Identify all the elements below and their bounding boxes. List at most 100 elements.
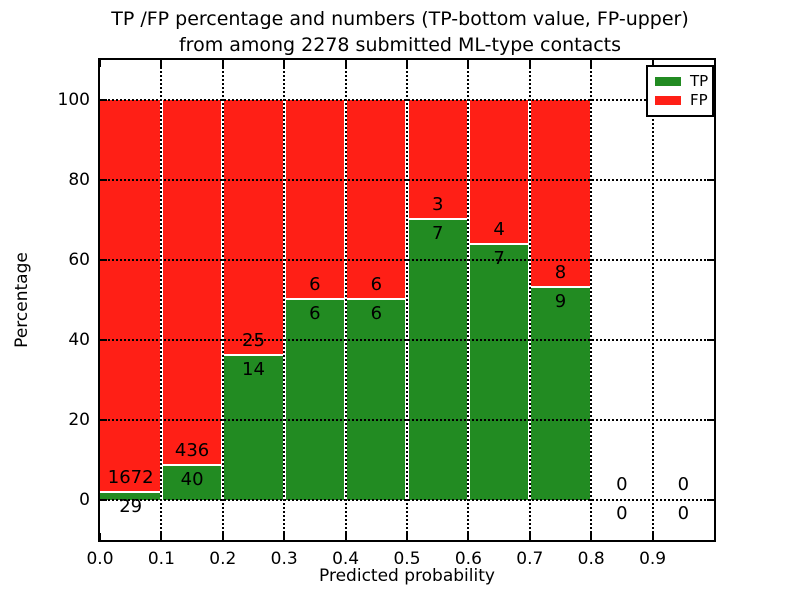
- bar-label-fp: 0: [616, 474, 628, 495]
- bar-label-fp: 8: [554, 262, 567, 284]
- y-tick-mark-right: [707, 419, 714, 421]
- x-tick-mark-top: [651, 60, 654, 67]
- y-tick-mark-right: [707, 259, 714, 261]
- x-tick-label: 0.5: [393, 549, 421, 569]
- gridline-vertical: [160, 60, 163, 540]
- y-tick-mark-left: [100, 499, 107, 501]
- bar-label-fp: 6: [309, 274, 321, 295]
- x-tick-mark-top: [467, 60, 470, 67]
- legend-swatch-tp: [655, 77, 681, 86]
- bar-label-fp: 6: [370, 274, 383, 295]
- bar-label-tp: 7: [431, 223, 444, 244]
- x-tick-label: 0.7: [516, 549, 544, 569]
- x-tick-mark-bottom: [467, 533, 470, 540]
- gridline-vertical: [590, 60, 593, 540]
- gridline-vertical: [221, 60, 224, 540]
- bar-segment-fp: [285, 100, 345, 298]
- x-tick-label: 0.2: [209, 549, 237, 569]
- bar-label-tp: 14: [242, 359, 265, 381]
- legend-label-fp: FP: [690, 91, 708, 109]
- y-tick-mark-right: [707, 499, 714, 501]
- bar-segment-fp: [162, 100, 222, 465]
- x-tick-mark-top: [590, 60, 593, 67]
- bar-segment-tp: [285, 300, 345, 500]
- legend-swatch-fp: [655, 96, 681, 105]
- bar-label-tp: 9: [554, 291, 567, 313]
- gridline-vertical: [467, 60, 470, 540]
- bar-label-fp: 3: [431, 194, 444, 215]
- bar-segment-fp: [408, 100, 467, 218]
- y-tick-mark-left: [100, 259, 107, 261]
- gridline-vertical: [528, 60, 531, 540]
- y-tick-label: 100: [57, 90, 90, 110]
- x-tick-mark-top: [99, 60, 101, 67]
- legend-entry-fp: FP: [655, 91, 708, 110]
- x-tick-label: 0.3: [270, 549, 298, 569]
- bar-label-fp: 1672: [107, 467, 154, 489]
- bar-segment-tp: [162, 466, 222, 500]
- y-tick-mark-left: [100, 419, 107, 421]
- y-tick-mark-right: [707, 179, 714, 181]
- y-tick-label: 80: [68, 170, 90, 190]
- bar-segment-tp: [347, 300, 406, 500]
- gridline-vertical: [406, 60, 408, 540]
- x-tick-mark-bottom: [528, 533, 531, 540]
- bar-label-fp: 25: [242, 330, 265, 352]
- bar-label-tp: 40: [180, 469, 204, 491]
- x-tick-mark-bottom: [406, 533, 408, 540]
- legend: TP FP: [646, 65, 714, 117]
- x-tick-mark-top: [344, 60, 347, 67]
- gridline-vertical: [344, 60, 347, 540]
- chart-title-line2: from among 2278 submitted ML-type contac…: [178, 34, 622, 56]
- y-tick-mark-left: [100, 99, 107, 101]
- gridline-vertical: [283, 60, 286, 540]
- bar-segment-tp: [224, 356, 283, 500]
- x-tick-mark-top: [406, 60, 408, 67]
- x-tick-mark-bottom: [160, 533, 163, 540]
- bar-label-tp: 6: [309, 303, 321, 324]
- bar-segment-tp: [469, 245, 529, 500]
- x-axis-label: Predicted probability: [319, 566, 495, 586]
- x-tick-mark-top: [283, 60, 286, 67]
- x-tick-mark-top: [221, 60, 224, 67]
- bar-label-tp: 0: [677, 503, 690, 524]
- bar-label-fp: 4: [493, 219, 505, 241]
- y-tick-label: 40: [68, 330, 90, 350]
- x-tick-label: 0.8: [577, 549, 605, 569]
- x-tick-mark-bottom: [590, 533, 593, 540]
- bar-label-fp: 0: [677, 474, 690, 495]
- x-tick-mark-bottom: [651, 533, 654, 540]
- y-tick-label: 20: [68, 410, 90, 430]
- x-tick-label: 0.9: [639, 549, 667, 569]
- bar-segment-tp: [100, 493, 160, 500]
- bar-segment-fp: [100, 100, 160, 492]
- legend-label-tp: TP: [690, 72, 709, 90]
- y-tick-label: 60: [68, 250, 90, 270]
- bar-label-fp: 436: [174, 440, 210, 462]
- plot-frame: [98, 58, 716, 542]
- x-tick-label: 0.6: [454, 549, 482, 569]
- gridline-vertical: [651, 60, 654, 540]
- chart-title: TP /FP percentage and numbers (TP-bottom…: [0, 6, 800, 58]
- x-tick-label: 0.4: [332, 549, 360, 569]
- bar-label-tp: 7: [493, 248, 505, 270]
- chart-title-line1: TP /FP percentage and numbers (TP-bottom…: [111, 8, 689, 30]
- y-tick-mark-right: [707, 339, 714, 341]
- bar-segment-fp: [347, 100, 406, 298]
- x-tick-mark-bottom: [344, 533, 347, 540]
- legend-entry-tp: TP: [655, 72, 709, 91]
- y-axis-label: Percentage: [12, 252, 32, 348]
- y-tick-label: 0: [79, 490, 90, 510]
- bar-label-tp: 0: [616, 503, 628, 524]
- x-tick-mark-top: [160, 60, 163, 67]
- x-tick-label: 0.1: [147, 549, 175, 569]
- x-tick-mark-bottom: [221, 533, 224, 540]
- bar-segment-fp: [531, 100, 590, 287]
- bar-label-tp: 29: [119, 496, 143, 518]
- y-tick-mark-left: [100, 339, 107, 341]
- bar-segment-fp: [224, 100, 283, 355]
- y-tick-mark-left: [100, 179, 107, 181]
- x-tick-label: 0.0: [86, 549, 114, 569]
